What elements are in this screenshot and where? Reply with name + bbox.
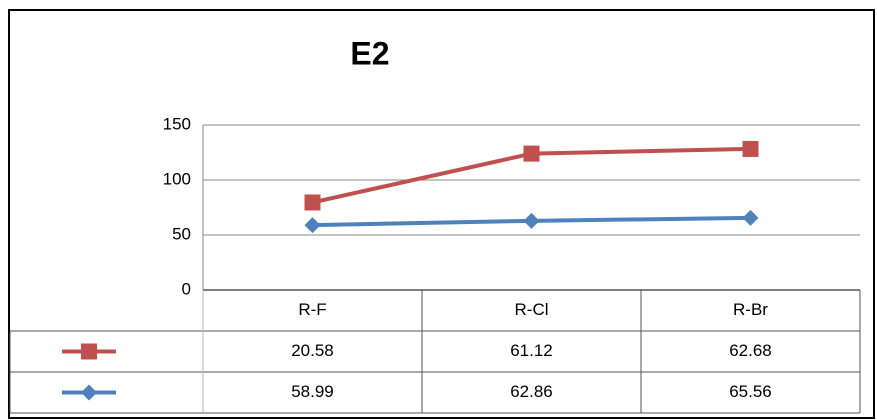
x-tick-label: R-Br xyxy=(733,300,768,319)
x-tick-label: R-F xyxy=(298,300,326,319)
table-value: 62.86 xyxy=(510,382,553,401)
y-tick-label: 50 xyxy=(172,224,191,243)
marker xyxy=(742,209,759,226)
marker xyxy=(742,140,759,157)
marker xyxy=(304,217,321,234)
marker xyxy=(523,212,540,229)
marker xyxy=(81,384,97,401)
table-value: 62.68 xyxy=(729,341,772,360)
y-tick-label: 0 xyxy=(182,279,191,298)
chart-title: E2 xyxy=(350,35,389,71)
y-tick-label: 100 xyxy=(163,169,191,188)
y-tick-label: 150 xyxy=(163,114,191,133)
table-value: 20.58 xyxy=(291,341,334,360)
table-value: 58.99 xyxy=(291,382,334,401)
marker xyxy=(81,343,97,360)
x-tick-label: R-Cl xyxy=(515,300,549,319)
chart-border xyxy=(8,9,875,419)
table-value: 65.56 xyxy=(729,382,772,401)
marker xyxy=(304,194,321,211)
table-value: 61.12 xyxy=(510,341,553,360)
marker xyxy=(523,145,540,162)
